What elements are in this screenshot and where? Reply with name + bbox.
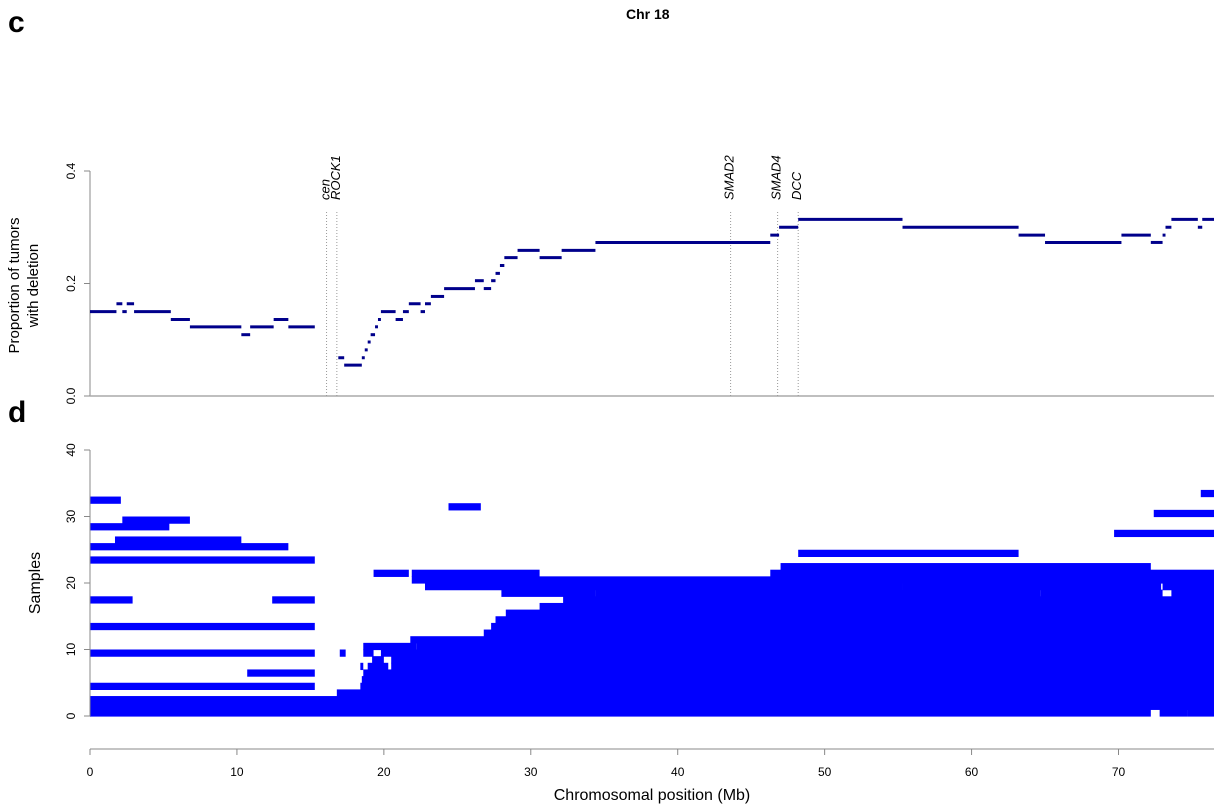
deletion-bar [416,642,1214,651]
deletion-bar [391,662,1214,671]
y-axis-label: Proportion of tumors [6,218,23,354]
y-tick-label: 10 [64,643,78,657]
x-axis-label: Chromosomal position (Mb) [554,787,751,804]
deletion-bar [491,622,1214,631]
deletion-bar [90,622,315,631]
x-tick-label: 20 [377,765,391,779]
deletion-bar [363,669,1215,677]
deletion-bar [272,596,315,604]
x-tick-label: 30 [524,765,538,779]
deletion-bar [90,496,121,504]
gene-marker-label: SMAD4 [769,155,784,200]
deletion-bar [247,669,315,677]
deletion-bar [448,503,481,511]
y-axis-label: Samples [27,552,44,614]
panel-label-c: c [8,6,25,39]
deletion-bar [373,569,409,577]
gene-marker-label: cen [318,179,333,200]
deletion-bar [780,563,1151,571]
deletion-bar [360,682,1214,690]
deletion-bar [1187,709,1214,717]
deletion-bar [90,523,170,531]
x-tick-label: 40 [671,765,685,779]
y-tick-label: 0.4 [64,162,78,179]
deletion-bar [1114,529,1214,538]
deletion-bar [372,656,384,664]
deletion-bar [1171,589,1214,597]
gene-marker-label: SMAD2 [722,154,737,200]
deletion-bar [90,649,315,657]
deletion-bar [595,589,1041,597]
deletion-bar [902,583,1162,591]
deletion-bar [361,676,1214,684]
deletion-bar [336,689,1214,697]
panel-label-d: d [8,396,27,429]
deletion-bar [122,516,190,524]
deletion-bar [90,709,1151,717]
deletion-bar [1040,589,1163,597]
deletion-bar [380,649,1215,657]
deletion-bar [483,629,1214,637]
x-tick-label: 0 [87,765,94,779]
deletion-bar [411,569,540,577]
deletion-bar [411,576,1214,584]
deletion-bar [798,549,1019,557]
deletion-proportion-plot: 0.0 0.2 0.4 Proportion of tumors with deleti… [6,154,1214,404]
gene-marker-label: DCC [789,171,804,200]
x-tick-label: 10 [230,765,244,779]
deletion-bar [495,616,1214,624]
deletion-bar [410,636,1215,644]
y-tick-label: 20 [64,576,78,590]
deletion-bar [1162,583,1214,591]
deletion-bar [90,556,315,564]
deletion-bar [1159,709,1188,717]
y-tick-label: 30 [64,510,78,524]
deletion-bar [360,662,364,671]
deletion-bar [367,662,389,671]
deletion-bar [391,656,1214,664]
deletion-bar [90,596,133,604]
deletion-bar [90,543,289,551]
y-tick-label: 0 [64,712,78,719]
gene-marker-label: ROCK1 [328,155,343,200]
deletion-bar [563,596,1214,604]
deletion-bar [770,569,1214,577]
x-tick-label: 50 [818,765,832,779]
deletion-bar [363,642,417,651]
deletion-bar [90,696,1214,704]
x-tick-label: 70 [1112,765,1126,779]
deletion-bar [424,583,903,591]
y-tick-label: 40 [64,443,78,457]
deletion-bar [539,602,1214,611]
y-tick-label: 0.0 [64,387,78,404]
deletion-bar [114,536,242,544]
deletion-bar [501,589,596,597]
deletion-bar [339,649,346,657]
x-tick-label: 60 [965,765,979,779]
figure-title: Chr 18 [626,6,670,22]
deletion-bar [90,682,315,690]
y-tick-label: 0.2 [64,275,78,292]
sample-deletion-heatmap: 0 10 20 30 40 0 10 20 30 40 50 60 70 Chromosomal posi… [27,443,1215,804]
deletion-bar [90,702,1214,710]
deletion-bar [505,609,1215,617]
deletion-bar [363,649,374,657]
y-axis-label: with deletion [25,244,42,328]
deletion-bar [1200,489,1214,498]
deletion-bar [1153,509,1214,518]
